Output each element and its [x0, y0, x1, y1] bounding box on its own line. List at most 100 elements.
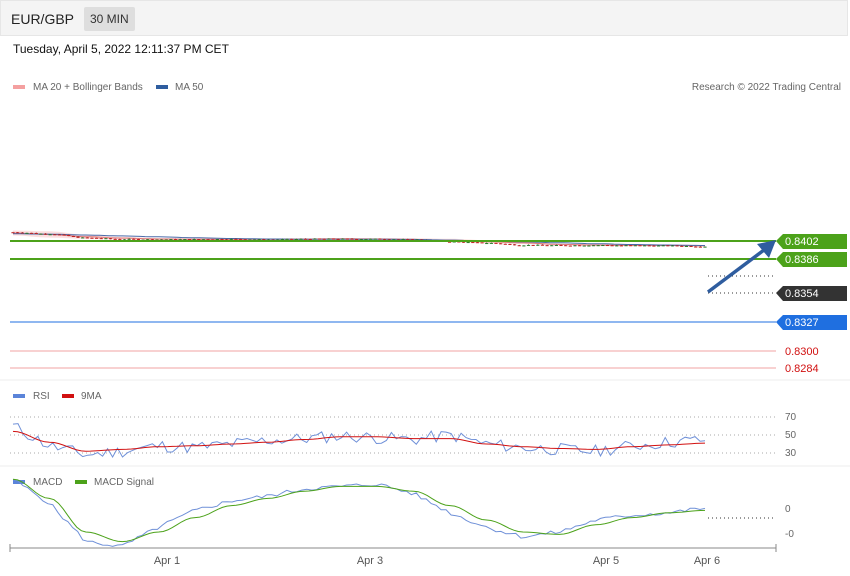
candle-body — [694, 246, 698, 248]
candle-body — [322, 238, 326, 240]
rsi-line — [12, 423, 706, 459]
macd-tick-neg0: -0 — [785, 529, 794, 540]
candle-body — [475, 242, 480, 244]
candle-body — [647, 245, 651, 247]
candle-body — [503, 243, 507, 245]
credit-text: Research © 2022 Trading Central — [692, 82, 841, 93]
candle-body — [624, 245, 628, 247]
x-tick-apr1: Apr 1 — [154, 555, 180, 567]
candle-body — [67, 234, 71, 237]
legend-rsi: RSI — [33, 391, 50, 402]
candle-body — [53, 234, 57, 236]
candle-body — [150, 239, 154, 241]
candle-body — [447, 241, 452, 243]
candle-body — [76, 236, 80, 238]
candle-body — [485, 243, 489, 245]
candle-body — [578, 245, 582, 247]
candle-body — [238, 238, 243, 240]
candle-body — [257, 239, 261, 241]
candle-body — [526, 244, 531, 246]
candle-body — [299, 238, 303, 240]
candle-body — [104, 238, 108, 240]
candle-body — [499, 243, 503, 245]
candle-body — [689, 245, 693, 247]
candle-body — [108, 238, 113, 240]
candle-body — [178, 239, 182, 241]
candle-body — [703, 246, 707, 248]
x-tick-apr3: Apr 3 — [357, 555, 383, 567]
legend-ma20: MA 20 + Bollinger Bands — [33, 82, 143, 93]
candle-body — [345, 238, 349, 240]
candle-body — [127, 238, 131, 240]
candle-body — [173, 239, 178, 241]
candle-body — [601, 245, 605, 247]
candle-body — [540, 244, 545, 246]
candle-body — [294, 239, 298, 241]
rsi-tick-30: 30 — [785, 448, 797, 459]
candle-body — [34, 232, 38, 234]
candle-body — [406, 239, 410, 241]
candle-body — [619, 245, 624, 247]
level-label-4: 0.8300 — [785, 346, 819, 358]
candle-body — [378, 238, 382, 240]
candle-body — [20, 232, 24, 234]
level-label-2: 0.8354 — [785, 288, 819, 300]
chart-header: EUR/GBP 30 MIN — [0, 0, 848, 36]
candle-body — [336, 239, 340, 241]
candle-body — [471, 242, 475, 244]
candle-body — [610, 245, 614, 247]
candle-body — [638, 245, 642, 247]
candle-body — [39, 233, 43, 235]
candle-body — [62, 234, 66, 236]
candle-body — [517, 245, 521, 247]
candle-body — [29, 232, 34, 234]
candle-body — [373, 238, 377, 240]
timeframe-button[interactable]: 30 MIN — [84, 7, 135, 31]
candle-body — [392, 239, 396, 241]
candle-body — [11, 232, 15, 234]
candle-body — [85, 237, 89, 239]
candle-body — [512, 244, 517, 246]
symbol-title: EUR/GBP — [11, 11, 75, 27]
candle-body — [327, 238, 331, 240]
candle-body — [531, 244, 535, 246]
candle-body — [508, 243, 512, 245]
candle-body — [359, 239, 363, 241]
level-label-5: 0.8284 — [785, 363, 819, 375]
x-tick-apr5: Apr 5 — [593, 555, 619, 567]
candle-body — [215, 239, 219, 241]
candle-body — [308, 239, 312, 241]
candle-body — [169, 239, 173, 241]
level-label-0: 0.8402 — [785, 236, 819, 248]
legend-swatch-macd-signal — [75, 480, 87, 484]
rsi-9ma-line — [12, 430, 706, 452]
legend-swatch-9ma — [62, 394, 74, 398]
candle-body — [146, 239, 150, 241]
level-tag-3 — [776, 315, 847, 330]
candle-body — [364, 239, 368, 241]
candle-body — [25, 232, 29, 234]
candle-body — [290, 238, 294, 240]
candle-body — [582, 245, 586, 247]
candle-body — [387, 239, 391, 241]
candle-body — [313, 238, 317, 240]
candle-body — [136, 239, 140, 241]
main-plot — [11, 230, 707, 248]
candle-body — [591, 245, 596, 247]
candle-body — [285, 238, 289, 240]
candle-body — [220, 239, 224, 241]
level-tag-1 — [776, 252, 847, 267]
x-tick-apr6: Apr 6 — [694, 555, 720, 567]
candle-body — [225, 239, 229, 241]
candle-body — [331, 238, 336, 240]
candle-body — [587, 245, 591, 247]
candle-body — [234, 238, 238, 240]
candle-body — [197, 239, 201, 241]
legend-macd-signal: MACD Signal — [94, 477, 154, 488]
candle-body — [350, 238, 354, 240]
candle-body — [661, 245, 665, 247]
candle-body — [680, 245, 684, 247]
candle-body — [57, 234, 62, 236]
candle-body — [489, 242, 493, 244]
